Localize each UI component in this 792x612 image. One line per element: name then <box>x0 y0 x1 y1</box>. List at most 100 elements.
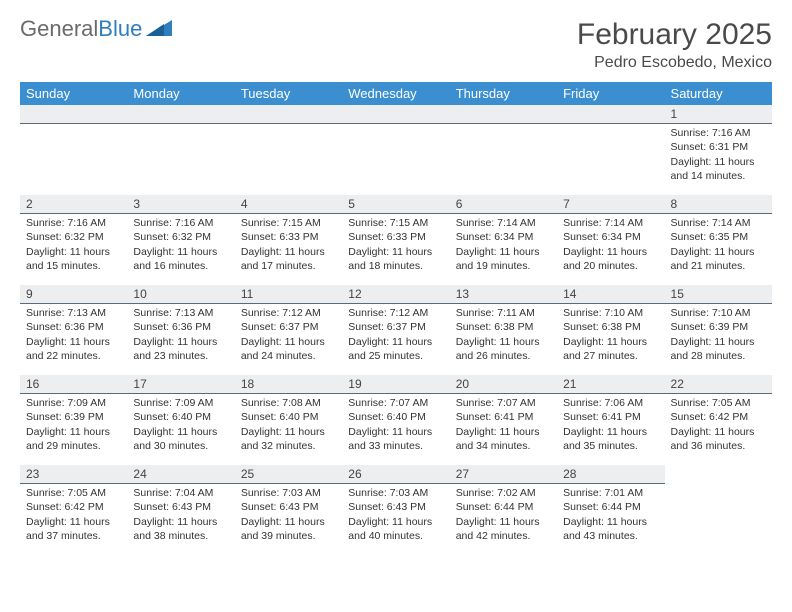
daylight-text: Daylight: 11 hours and 25 minutes. <box>348 335 443 363</box>
calendar-cell: 17Sunrise: 7:09 AMSunset: 6:40 PMDayligh… <box>127 375 234 465</box>
empty-day-header <box>342 105 449 124</box>
page-header: GeneralBlue February 2025 Pedro Escobedo… <box>20 18 772 72</box>
calendar-cell <box>342 105 449 195</box>
sunrise-text: Sunrise: 7:16 AM <box>133 216 228 230</box>
logo: GeneralBlue <box>20 18 172 40</box>
sunrise-text: Sunrise: 7:13 AM <box>26 306 121 320</box>
daylight-text: Daylight: 11 hours and 18 minutes. <box>348 245 443 273</box>
day-number: 11 <box>235 285 342 304</box>
calendar-cell: 26Sunrise: 7:03 AMSunset: 6:43 PMDayligh… <box>342 465 449 555</box>
daylight-text: Daylight: 11 hours and 26 minutes. <box>456 335 551 363</box>
sunset-text: Sunset: 6:33 PM <box>241 230 336 244</box>
daylight-text: Daylight: 11 hours and 42 minutes. <box>456 515 551 543</box>
calendar-cell: 8Sunrise: 7:14 AMSunset: 6:35 PMDaylight… <box>665 195 772 285</box>
calendar-cell: 1Sunrise: 7:16 AMSunset: 6:31 PMDaylight… <box>665 105 772 195</box>
sunrise-text: Sunrise: 7:01 AM <box>563 486 658 500</box>
sunset-text: Sunset: 6:40 PM <box>241 410 336 424</box>
calendar-cell: 18Sunrise: 7:08 AMSunset: 6:40 PMDayligh… <box>235 375 342 465</box>
empty-day-header <box>127 105 234 124</box>
sunrise-text: Sunrise: 7:10 AM <box>563 306 658 320</box>
calendar-cell: 13Sunrise: 7:11 AMSunset: 6:38 PMDayligh… <box>450 285 557 375</box>
daylight-text: Daylight: 11 hours and 23 minutes. <box>133 335 228 363</box>
daylight-text: Daylight: 11 hours and 24 minutes. <box>241 335 336 363</box>
daylight-text: Daylight: 11 hours and 29 minutes. <box>26 425 121 453</box>
calendar-cell: 25Sunrise: 7:03 AMSunset: 6:43 PMDayligh… <box>235 465 342 555</box>
calendar-body: 1Sunrise: 7:16 AMSunset: 6:31 PMDaylight… <box>20 105 772 555</box>
day-number: 22 <box>665 375 772 394</box>
calendar-cell: 7Sunrise: 7:14 AMSunset: 6:34 PMDaylight… <box>557 195 664 285</box>
sunrise-text: Sunrise: 7:07 AM <box>348 396 443 410</box>
calendar-cell: 6Sunrise: 7:14 AMSunset: 6:34 PMDaylight… <box>450 195 557 285</box>
sunset-text: Sunset: 6:35 PM <box>671 230 766 244</box>
empty-day-header <box>557 105 664 124</box>
daylight-text: Daylight: 11 hours and 14 minutes. <box>671 155 766 183</box>
logo-text-general: General <box>20 18 98 40</box>
day-content: Sunrise: 7:16 AMSunset: 6:31 PMDaylight:… <box>665 124 772 187</box>
calendar-cell <box>127 105 234 195</box>
daylight-text: Daylight: 11 hours and 33 minutes. <box>348 425 443 453</box>
day-content: Sunrise: 7:05 AMSunset: 6:42 PMDaylight:… <box>665 394 772 457</box>
sunset-text: Sunset: 6:37 PM <box>241 320 336 334</box>
sunrise-text: Sunrise: 7:03 AM <box>348 486 443 500</box>
sunset-text: Sunset: 6:39 PM <box>26 410 121 424</box>
day-number: 17 <box>127 375 234 394</box>
daylight-text: Daylight: 11 hours and 28 minutes. <box>671 335 766 363</box>
day-content: Sunrise: 7:10 AMSunset: 6:38 PMDaylight:… <box>557 304 664 367</box>
sunset-text: Sunset: 6:38 PM <box>563 320 658 334</box>
sunrise-text: Sunrise: 7:16 AM <box>26 216 121 230</box>
sunset-text: Sunset: 6:41 PM <box>456 410 551 424</box>
day-number: 24 <box>127 465 234 484</box>
sunrise-text: Sunrise: 7:05 AM <box>671 396 766 410</box>
day-number: 21 <box>557 375 664 394</box>
sunrise-text: Sunrise: 7:15 AM <box>348 216 443 230</box>
day-number: 5 <box>342 195 449 214</box>
daylight-text: Daylight: 11 hours and 15 minutes. <box>26 245 121 273</box>
day-number: 27 <box>450 465 557 484</box>
day-content: Sunrise: 7:14 AMSunset: 6:35 PMDaylight:… <box>665 214 772 277</box>
day-number: 28 <box>557 465 664 484</box>
calendar-week-row: 1Sunrise: 7:16 AMSunset: 6:31 PMDaylight… <box>20 105 772 195</box>
sunset-text: Sunset: 6:44 PM <box>563 500 658 514</box>
calendar-cell: 14Sunrise: 7:10 AMSunset: 6:38 PMDayligh… <box>557 285 664 375</box>
daylight-text: Daylight: 11 hours and 17 minutes. <box>241 245 336 273</box>
sunset-text: Sunset: 6:33 PM <box>348 230 443 244</box>
calendar-week-row: 2Sunrise: 7:16 AMSunset: 6:32 PMDaylight… <box>20 195 772 285</box>
daylight-text: Daylight: 11 hours and 38 minutes. <box>133 515 228 543</box>
daylight-text: Daylight: 11 hours and 36 minutes. <box>671 425 766 453</box>
sunrise-text: Sunrise: 7:12 AM <box>241 306 336 320</box>
day-number: 23 <box>20 465 127 484</box>
daylight-text: Daylight: 11 hours and 21 minutes. <box>671 245 766 273</box>
weekday-header: Sunday <box>20 82 127 105</box>
day-content: Sunrise: 7:03 AMSunset: 6:43 PMDaylight:… <box>235 484 342 547</box>
calendar-cell: 4Sunrise: 7:15 AMSunset: 6:33 PMDaylight… <box>235 195 342 285</box>
calendar-cell: 23Sunrise: 7:05 AMSunset: 6:42 PMDayligh… <box>20 465 127 555</box>
day-content: Sunrise: 7:12 AMSunset: 6:37 PMDaylight:… <box>342 304 449 367</box>
day-content: Sunrise: 7:14 AMSunset: 6:34 PMDaylight:… <box>450 214 557 277</box>
calendar-head: SundayMondayTuesdayWednesdayThursdayFrid… <box>20 82 772 105</box>
day-content: Sunrise: 7:12 AMSunset: 6:37 PMDaylight:… <box>235 304 342 367</box>
calendar-cell: 22Sunrise: 7:05 AMSunset: 6:42 PMDayligh… <box>665 375 772 465</box>
weekday-header: Friday <box>557 82 664 105</box>
sunset-text: Sunset: 6:42 PM <box>671 410 766 424</box>
sunset-text: Sunset: 6:36 PM <box>26 320 121 334</box>
sunrise-text: Sunrise: 7:06 AM <box>563 396 658 410</box>
sunset-text: Sunset: 6:36 PM <box>133 320 228 334</box>
daylight-text: Daylight: 11 hours and 35 minutes. <box>563 425 658 453</box>
calendar-cell <box>20 105 127 195</box>
day-number: 15 <box>665 285 772 304</box>
day-content: Sunrise: 7:06 AMSunset: 6:41 PMDaylight:… <box>557 394 664 457</box>
day-number: 9 <box>20 285 127 304</box>
sunset-text: Sunset: 6:42 PM <box>26 500 121 514</box>
calendar-cell: 16Sunrise: 7:09 AMSunset: 6:39 PMDayligh… <box>20 375 127 465</box>
day-content: Sunrise: 7:16 AMSunset: 6:32 PMDaylight:… <box>127 214 234 277</box>
weekday-header: Saturday <box>665 82 772 105</box>
daylight-text: Daylight: 11 hours and 39 minutes. <box>241 515 336 543</box>
daylight-text: Daylight: 11 hours and 37 minutes. <box>26 515 121 543</box>
daylight-text: Daylight: 11 hours and 34 minutes. <box>456 425 551 453</box>
calendar-table: SundayMondayTuesdayWednesdayThursdayFrid… <box>20 82 772 555</box>
day-number: 18 <box>235 375 342 394</box>
calendar-week-row: 16Sunrise: 7:09 AMSunset: 6:39 PMDayligh… <box>20 375 772 465</box>
calendar-cell: 11Sunrise: 7:12 AMSunset: 6:37 PMDayligh… <box>235 285 342 375</box>
day-content: Sunrise: 7:07 AMSunset: 6:40 PMDaylight:… <box>342 394 449 457</box>
sunrise-text: Sunrise: 7:08 AM <box>241 396 336 410</box>
